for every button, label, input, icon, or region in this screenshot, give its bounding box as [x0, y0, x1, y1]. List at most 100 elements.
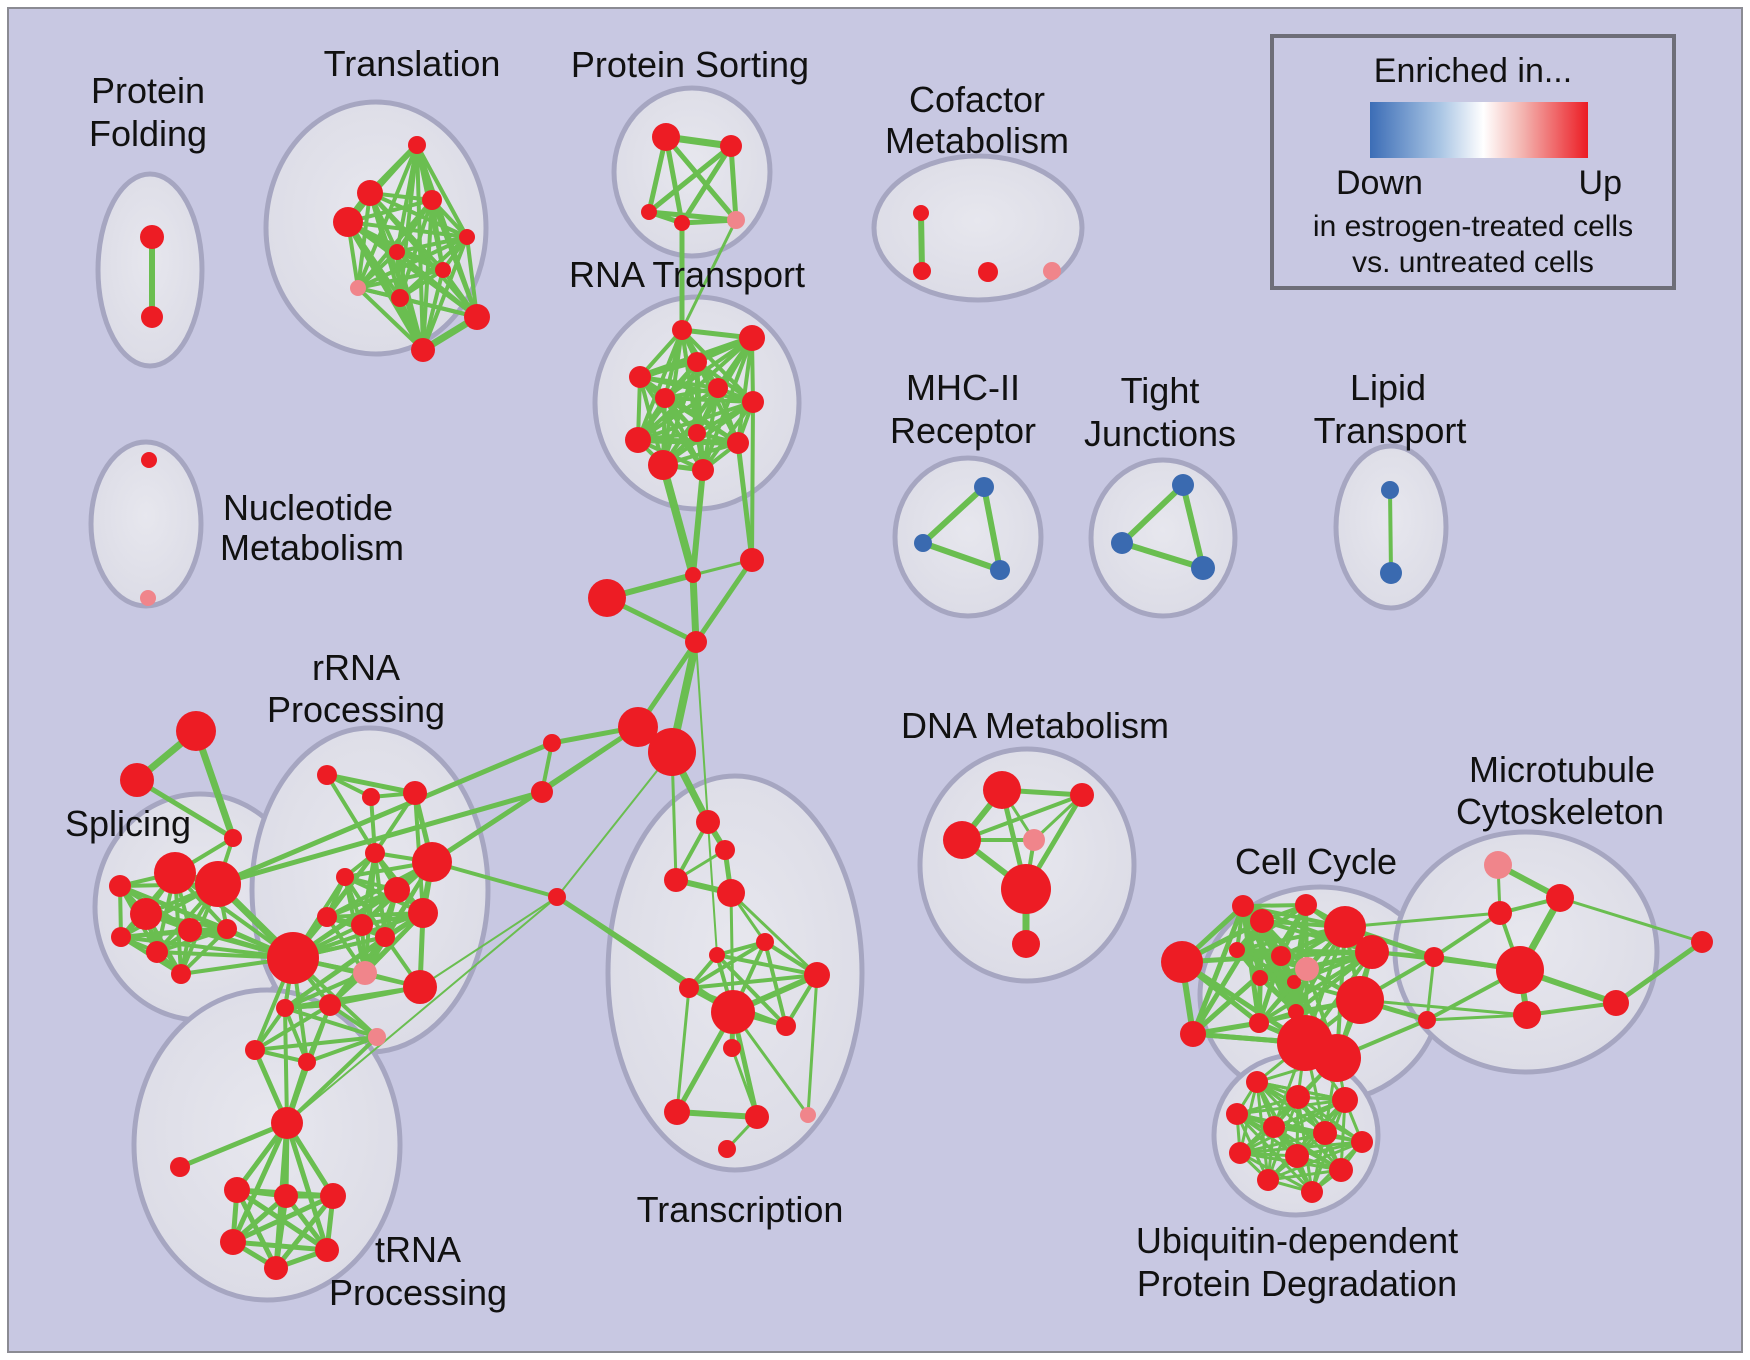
network-edge [284, 1120, 330, 1253]
network-node-sp_t2 [120, 763, 154, 797]
network-node-rt_g [655, 388, 675, 408]
network-edge [663, 396, 740, 445]
network-node-ps5 [727, 211, 745, 229]
network-node-dm_d [1023, 829, 1045, 851]
network-node-rt_i [625, 427, 651, 453]
network-node-tr_g [435, 262, 451, 278]
cluster-label-splicing-line0: Splicing [65, 803, 191, 844]
network-edge [663, 134, 739, 223]
network-node-sp_t1 [176, 711, 216, 751]
network-node-tr_k [411, 338, 435, 362]
network-edge [328, 911, 425, 1007]
network-edge [1190, 903, 1246, 1037]
network-node-tn_c [320, 1183, 346, 1209]
network-edge [1370, 950, 1522, 972]
network-edge [1266, 1168, 1343, 1182]
network-node-ps2 [720, 135, 742, 157]
network-node-rt_a [672, 320, 692, 340]
network-node-cc_b1 [1324, 906, 1366, 948]
network-node-cm1 [913, 205, 929, 221]
network-node-cc_h [1249, 1013, 1269, 1033]
network-node-mt_e [1691, 931, 1713, 953]
network-node-rt_d [687, 352, 707, 372]
network-edge [291, 860, 434, 960]
network-edge [1266, 1098, 1347, 1182]
network-node-sp_t3 [224, 829, 242, 847]
network-edge [715, 953, 819, 977]
network-edge [920, 484, 987, 546]
network-edge [430, 860, 559, 899]
network-node-sp_f [217, 919, 237, 939]
network-edge [918, 210, 925, 274]
network-node-sp_a [154, 852, 196, 894]
legend-gradient-bar [1370, 102, 1588, 158]
network-node-ub12 [1301, 1181, 1323, 1203]
network-edge [430, 198, 479, 319]
network-edge [283, 1006, 309, 1064]
network-node-rt_l [692, 459, 714, 481]
network-node-nm1 [141, 452, 157, 468]
network-node-mt_b [1488, 901, 1512, 925]
cluster-label-nucleotide-metabolism-line0: Nucleotide [223, 487, 393, 528]
network-node-ub1 [1246, 1071, 1268, 1093]
network-node-rr_i [351, 914, 373, 936]
network-edge [215, 789, 545, 887]
cluster-label-tight-junctions-line0: Tight [1121, 370, 1200, 411]
network-node-lt2 [1380, 562, 1402, 584]
network-edge [230, 1239, 330, 1253]
network-node-tx_b [715, 840, 735, 860]
network-edge [960, 793, 1084, 842]
network-edge [920, 540, 1003, 573]
network-node-tj3 [1191, 556, 1215, 580]
network-edge [119, 935, 295, 960]
network-edge [695, 641, 709, 823]
cluster-label-mhc-ii-receptor-line0: MHC-II [906, 367, 1020, 408]
network-node-tj1 [1172, 474, 1194, 496]
network-edge [273, 1193, 336, 1271]
network-node-tr_i [391, 289, 409, 307]
network-edge [285, 1035, 379, 1125]
legend-caption-line1: in estrogen-treated cells [1312, 210, 1634, 243]
network-edge [1238, 1131, 1327, 1155]
network-node-cc_b5 [1313, 1034, 1361, 1082]
network-edge [230, 1120, 290, 1245]
network-node-tn_b [274, 1184, 298, 1208]
cluster-ellipse-trna-processing [131, 987, 403, 1303]
network-node-rr_d [365, 843, 385, 863]
network-edge [465, 235, 479, 319]
network-edge [701, 336, 754, 472]
network-edge [215, 740, 555, 887]
cluster-label-ubiquitin-degradation-line0: Ubiquitin-dependent [1136, 1220, 1458, 1261]
network-node-sp_i [171, 964, 191, 984]
network-node-ps1 [652, 123, 680, 151]
cluster-label-nucleotide-metabolism-line1: Metabolism [220, 527, 404, 568]
network-edge [398, 296, 479, 319]
network-node-tj2 [1111, 532, 1133, 554]
network-node-hub_c [648, 728, 696, 776]
network-edge [177, 1120, 290, 1170]
figure-overlay: Protein Folding Translation Protein Sorting… [9, 9, 1741, 1351]
network-edge [1558, 896, 1704, 944]
network-edge [356, 286, 425, 352]
network-edge [635, 437, 741, 446]
network-node-tr_b [408, 136, 426, 154]
network-node-rr_b [362, 788, 380, 806]
network-node-tx_c [664, 868, 688, 892]
network-edge [636, 400, 755, 442]
network-node-cc_e [1271, 946, 1291, 966]
network-edge [398, 235, 469, 300]
network-node-tn_a [224, 1177, 250, 1203]
network-node-cc_b2 [1355, 935, 1389, 969]
cluster-ellipse-protein-sorting [611, 85, 773, 259]
network-node-ch_f [740, 548, 764, 572]
legend-down-label: Down [1336, 164, 1423, 202]
network-node-cm2 [913, 262, 931, 280]
network-edge [1425, 955, 1436, 1022]
network-edge [356, 143, 419, 290]
network-edge [736, 336, 754, 445]
network-node-tx_g [804, 962, 830, 988]
network-node-dm_e [1001, 864, 1051, 914]
network-edge [1525, 1001, 1618, 1017]
network-node-sp_c [130, 898, 162, 930]
